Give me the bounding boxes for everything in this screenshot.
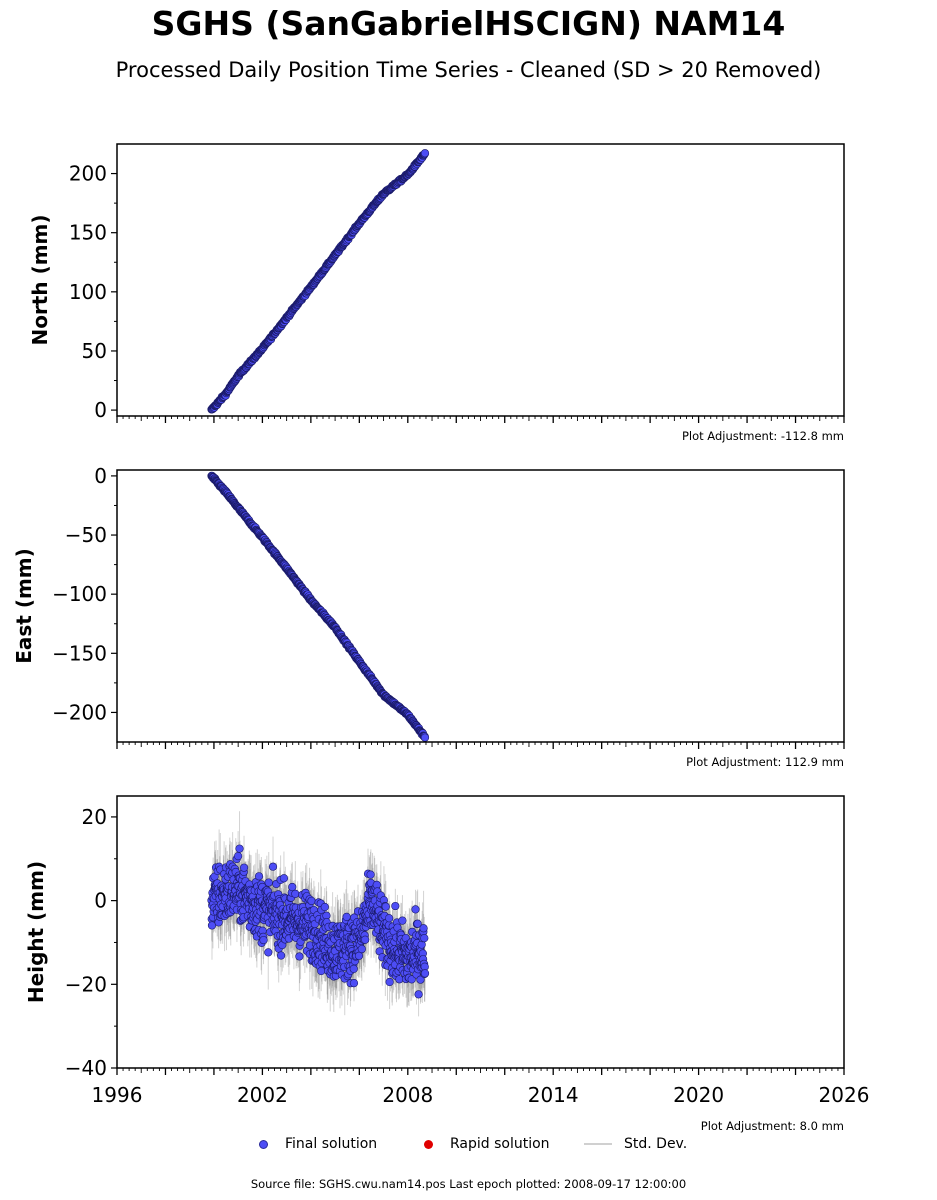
x-tick-label: 2014 xyxy=(528,1083,579,1107)
data-point xyxy=(420,969,430,978)
data-point xyxy=(295,952,304,961)
plot-adjustment-label: Plot Adjustment: -112.8 mm xyxy=(682,429,844,443)
data-point xyxy=(420,149,430,158)
y-axis-label: East (mm) xyxy=(12,548,36,664)
data-point xyxy=(385,914,394,923)
legend-rapid-label: Rapid solution xyxy=(450,1136,550,1152)
chart-title: SGHS (SanGabrielHSCIGN) NAM14 xyxy=(151,4,786,43)
y-tick-label: −40 xyxy=(65,1056,107,1080)
data-point xyxy=(407,975,416,984)
y-tick-label: 0 xyxy=(94,889,107,913)
x-tick-label: 2008 xyxy=(382,1083,433,1107)
x-tick-label: 2002 xyxy=(237,1083,288,1107)
source-note: Source file: SGHS.cwu.nam14.pos Last epo… xyxy=(250,1177,687,1191)
data-point xyxy=(307,896,316,906)
data-point xyxy=(259,935,268,945)
data-point xyxy=(239,863,249,872)
data-point xyxy=(361,935,370,944)
data-point xyxy=(420,934,429,943)
data-point xyxy=(234,852,243,861)
y-tick-label: −200 xyxy=(52,700,107,724)
legend-stddev: Std. Dev. xyxy=(584,1136,687,1152)
data-point xyxy=(357,944,366,954)
y-tick-label: −50 xyxy=(65,523,107,547)
data-point xyxy=(391,901,400,911)
y-tick-label: −100 xyxy=(52,582,107,606)
y-tick-label: 20 xyxy=(82,805,107,829)
data-point xyxy=(276,951,286,960)
plot-frame xyxy=(116,143,845,417)
panel-3: 20 0 −20 −40 1996 2002 2008 2014 2020 2026 Height … xyxy=(24,795,870,1133)
y-tick-label: 200 xyxy=(69,162,107,186)
legend-stddev-line xyxy=(584,1143,612,1145)
y-axis-label: Height (mm) xyxy=(24,861,48,1003)
data-point xyxy=(381,902,390,911)
data-point xyxy=(398,916,407,925)
y-axis-label: North (mm) xyxy=(28,214,52,345)
legend-final-marker xyxy=(259,1139,268,1149)
x-tick-label: 1996 xyxy=(92,1083,143,1107)
data-point xyxy=(320,902,329,912)
data-layer xyxy=(207,471,430,742)
data-point xyxy=(317,966,326,976)
y-tick-label: 100 xyxy=(69,280,107,304)
chart-subtitle: Processed Daily Position Time Series - C… xyxy=(115,58,822,82)
y-tick-label: −150 xyxy=(52,641,107,665)
data-point xyxy=(291,889,300,899)
panel-1: 0 50 100 150 200 North (mm) Plot Adjustment: -… xyxy=(28,143,845,443)
data-point xyxy=(254,872,264,881)
data-point xyxy=(411,905,420,914)
data-point xyxy=(385,977,394,987)
plot-frame xyxy=(116,469,845,743)
y-tick-label: 0 xyxy=(94,464,107,488)
data-point xyxy=(349,964,358,973)
data-point xyxy=(207,921,217,930)
x-tick-label: 2020 xyxy=(673,1083,724,1107)
x-tick-label: 2026 xyxy=(819,1083,870,1107)
data-point xyxy=(235,844,244,853)
legend-stddev-label: Std. Dev. xyxy=(624,1136,688,1152)
legend-rapid: Rapid solution xyxy=(420,1136,550,1152)
y-tick-label: −20 xyxy=(65,972,107,996)
data-point xyxy=(414,990,423,999)
legend-rapid-marker xyxy=(424,1139,433,1149)
y-tick-label: 0 xyxy=(94,398,107,422)
data-point xyxy=(288,882,297,892)
data-point xyxy=(264,948,273,957)
y-tick-label: 50 xyxy=(82,339,107,363)
panel-2: 0 −50 −100 −150 −200 East (mm) Plot Adjustment… xyxy=(12,464,845,769)
data-layer xyxy=(207,149,430,414)
plot-adjustment-label: Plot Adjustment: 112.9 mm xyxy=(686,755,844,769)
data-point xyxy=(349,978,359,988)
data-point xyxy=(420,733,430,742)
data-point xyxy=(279,874,289,883)
data-point xyxy=(342,912,351,921)
data-point xyxy=(268,862,278,871)
data-layer xyxy=(207,811,430,1017)
data-point xyxy=(366,870,375,879)
data-point xyxy=(354,951,364,960)
data-point xyxy=(416,975,425,984)
legend-final-label: Final solution xyxy=(285,1136,378,1152)
data-point xyxy=(419,924,428,933)
plot-adjustment-label: Plot Adjustment: 8.0 mm xyxy=(701,1119,844,1133)
data-point xyxy=(264,878,273,887)
data-point xyxy=(413,919,422,928)
legend-final: Final solution xyxy=(255,1136,377,1152)
y-tick-label: 150 xyxy=(69,221,107,245)
